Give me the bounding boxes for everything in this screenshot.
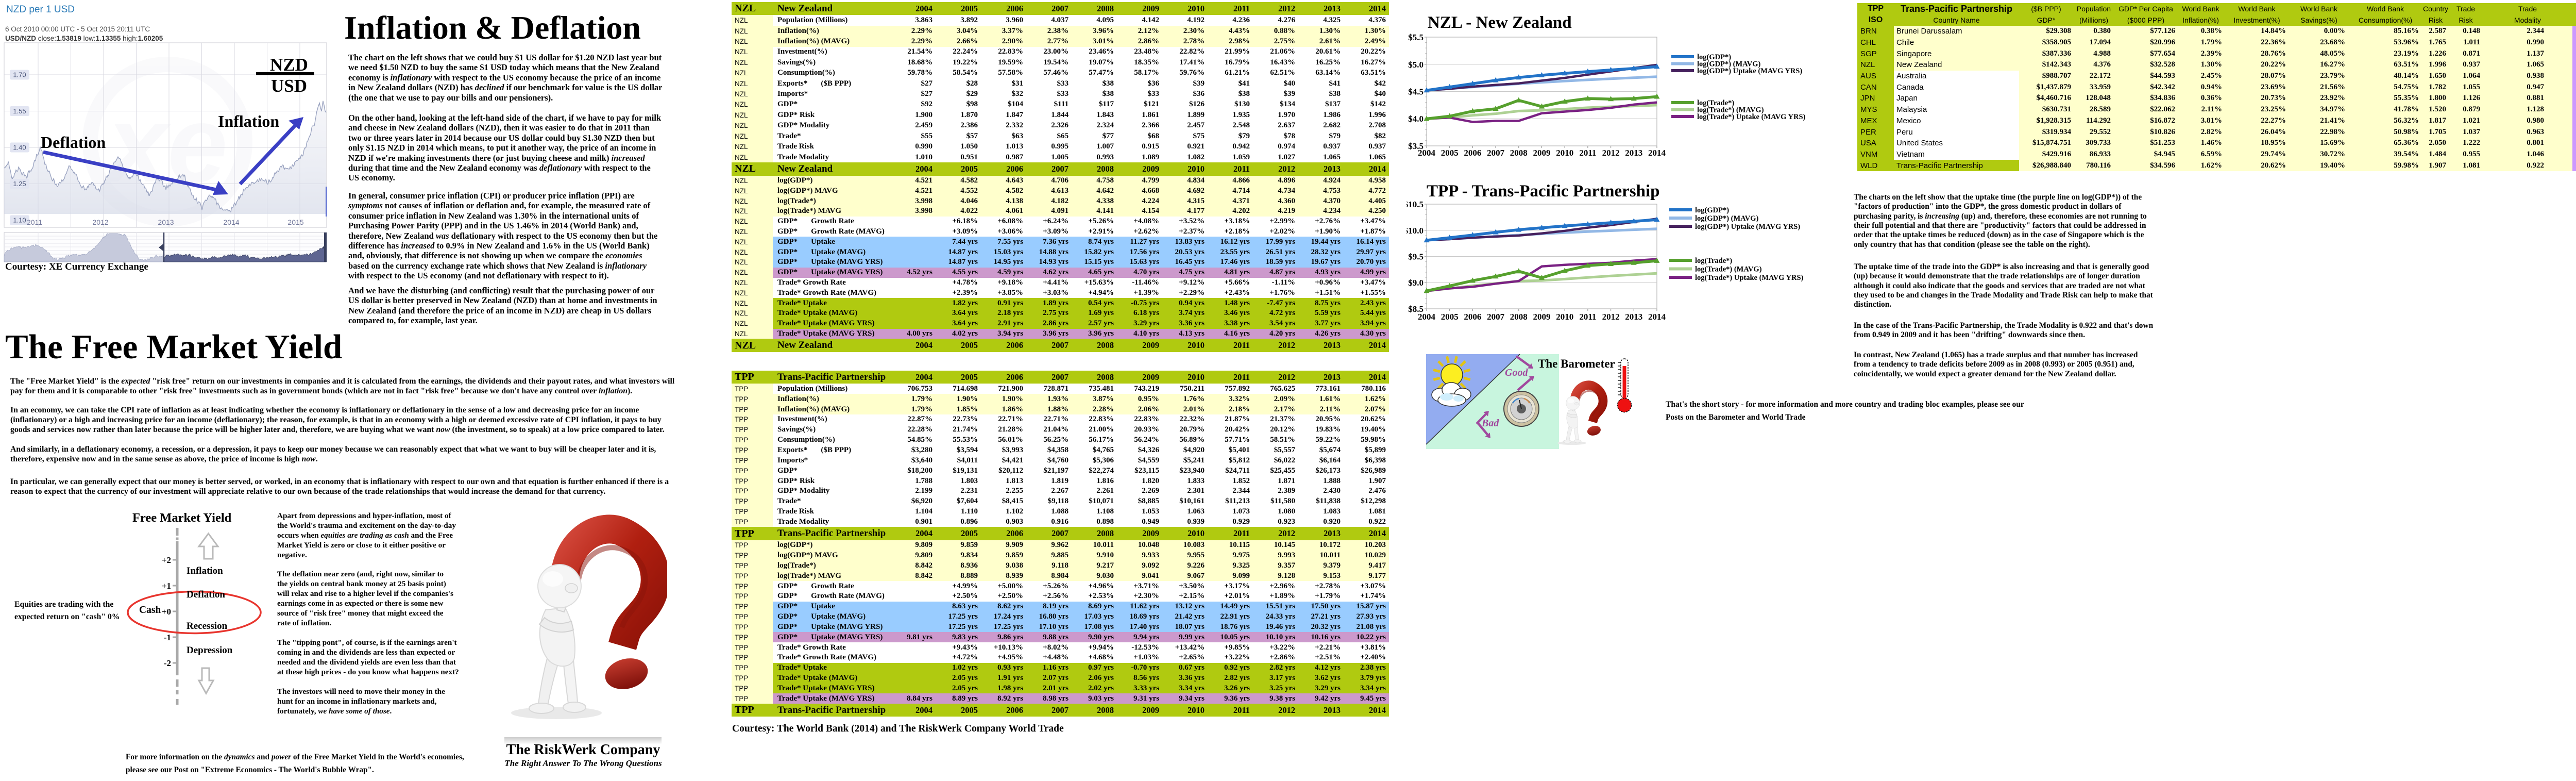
svg-text:-2: -2 [164,658,171,668]
svg-text:2014: 2014 [1648,312,1666,322]
svg-text:Inflation: Inflation [187,566,223,576]
svg-text:2005: 2005 [1441,148,1459,158]
svg-text:USD/NZD close:1.53819 low:1.13: USD/NZD close:1.53819 low:1.13355 high:1… [5,35,163,42]
svg-text:TPP - Trans-Pacific Partnershi: TPP - Trans-Pacific Partnership [1427,182,1659,201]
svg-text:$4.5: $4.5 [1408,87,1423,97]
svg-text:Bad: Bad [1481,418,1499,429]
svg-text:2004: 2004 [1418,312,1436,322]
svg-text:2010: 2010 [1556,148,1573,158]
svg-text:Courtesy: XE Currency Exchange: Courtesy: XE Currency Exchange [5,261,148,272]
svg-text:2014: 2014 [223,218,239,226]
svg-text:log(Trade*) (MAVG): log(Trade*) (MAVG) [1695,265,1762,274]
svg-text:Depression: Depression [187,645,233,656]
svg-text:+0: +0 [162,607,171,617]
svg-text:2014: 2014 [1648,148,1666,158]
svg-text:log(Trade*) Uptake (MAVG YRS): log(Trade*) Uptake (MAVG YRS) [1695,274,1804,282]
svg-text:2009: 2009 [1533,148,1551,158]
svg-text:log(GDP*): log(GDP*) [1697,53,1731,61]
svg-text:2013: 2013 [1625,312,1642,322]
svg-text:log(GDP*) Uptake (MAVG YRS): log(GDP*) Uptake (MAVG YRS) [1697,67,1802,75]
svg-text:NZD: NZD [270,55,308,75]
svg-text:1.40: 1.40 [13,144,26,152]
svg-text:1.25: 1.25 [13,180,26,188]
svg-text:+2: +2 [162,555,171,565]
svg-text:log(Trade*) (MAVG): log(Trade*) (MAVG) [1697,106,1764,114]
svg-text:$5.0: $5.0 [1408,60,1423,70]
svg-text:2011: 2011 [27,218,42,226]
svg-text:log(Trade*): log(Trade*) [1697,99,1734,107]
svg-text:2008: 2008 [1510,312,1528,322]
svg-text:2012: 2012 [92,218,108,226]
svg-text:The Barometer: The Barometer [1538,357,1615,370]
svg-text:2008: 2008 [1510,148,1528,158]
svg-text:2013: 2013 [1625,148,1642,158]
svg-text:Good: Good [1505,367,1528,378]
svg-text:$10.5: $10.5 [1406,200,1423,209]
svg-text:2007: 2007 [1487,148,1505,158]
svg-text:6 Oct 2010 00:00 UTC - 5 Oct 2: 6 Oct 2010 00:00 UTC - 5 Oct 2015 20:11 … [5,25,150,33]
svg-text:log(GDP*) (MAVG): log(GDP*) (MAVG) [1695,214,1759,223]
svg-text:$8.5: $8.5 [1408,304,1423,314]
svg-text:log(Trade*) Uptake (MAVG YRS): log(Trade*) Uptake (MAVG YRS) [1697,113,1806,121]
svg-text:2010: 2010 [1556,312,1573,322]
svg-text:2006: 2006 [1464,148,1481,158]
svg-text:2013: 2013 [158,218,174,226]
svg-text:log(Trade*): log(Trade*) [1695,257,1732,265]
svg-text:1.10: 1.10 [13,217,26,224]
svg-text:2006: 2006 [1464,312,1481,322]
svg-text:$3.5: $3.5 [1408,141,1423,151]
svg-text:2004: 2004 [1418,148,1436,158]
svg-text:USD: USD [271,76,307,96]
svg-text:Free Market Yield: Free Market Yield [132,511,232,525]
svg-text:Deflation: Deflation [41,133,106,152]
svg-text:Cash: Cash [139,605,161,616]
svg-text:$5.5: $5.5 [1408,32,1423,42]
svg-text:log(GDP*): log(GDP*) [1695,206,1729,214]
svg-text:$9.5: $9.5 [1408,252,1423,262]
svg-text:2007: 2007 [1487,312,1505,322]
svg-text:+1: +1 [162,581,171,591]
svg-text:$10.0: $10.0 [1406,226,1423,236]
svg-text:log(GDP*) Uptake (MAVG YRS): log(GDP*) Uptake (MAVG YRS) [1695,223,1800,231]
svg-text:2005: 2005 [1441,312,1459,322]
svg-text:-1: -1 [164,633,171,642]
svg-text:1.70: 1.70 [13,71,26,79]
svg-text:NZD per 1 USD: NZD per 1 USD [6,4,75,15]
svg-text:2011: 2011 [1579,148,1596,158]
svg-text:2012: 2012 [1602,148,1620,158]
svg-text:$9.0: $9.0 [1408,278,1423,288]
svg-text:Recession: Recession [187,621,228,632]
svg-text:2012: 2012 [1602,312,1620,322]
svg-text:log(GDP*) (MAVG): log(GDP*) (MAVG) [1697,60,1761,69]
svg-text:2011: 2011 [1579,312,1596,322]
svg-text:$4.0: $4.0 [1408,114,1423,124]
svg-text:Inflation: Inflation [218,112,279,130]
svg-text:Deflation: Deflation [187,589,225,600]
svg-text:1.55: 1.55 [13,107,26,115]
svg-text:2015: 2015 [287,218,303,226]
svg-text:NZL - New Zealand: NZL - New Zealand [1428,13,1572,32]
svg-text:2009: 2009 [1533,312,1551,322]
